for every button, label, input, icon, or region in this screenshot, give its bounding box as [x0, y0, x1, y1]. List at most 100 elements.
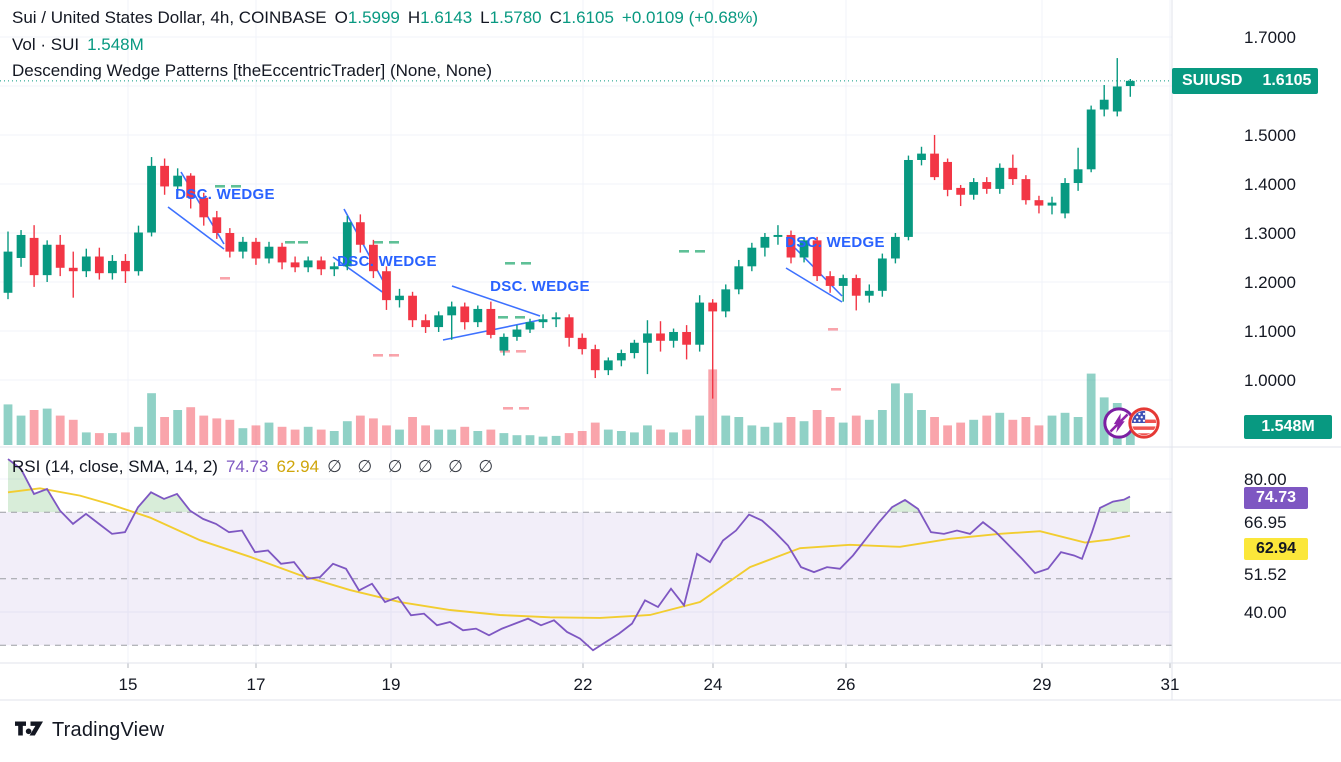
tradingview-logo[interactable]: TradingView [14, 718, 164, 742]
wedge-pattern-label[interactable]: DSC. WEDGE [337, 253, 437, 270]
candle-body [29, 237, 39, 276]
candle-body [369, 244, 378, 272]
wedge-trendline[interactable] [451, 285, 541, 317]
candle-body [734, 266, 744, 290]
high-value: 1.6143 [420, 8, 473, 27]
volume-bar [525, 435, 535, 445]
volume-bar [956, 422, 966, 445]
candle-body [1086, 109, 1096, 170]
wedge-trendline[interactable] [332, 256, 389, 297]
candle-body [3, 251, 13, 293]
volume-bar [434, 429, 444, 445]
candle-body [290, 262, 300, 268]
volume-bar [212, 418, 222, 445]
price-axis-label[interactable]: 1.2000 [1244, 273, 1296, 292]
candle-body [1112, 86, 1122, 112]
volume-bar [486, 429, 496, 445]
volume-bar [369, 418, 378, 445]
candle-body [238, 241, 248, 252]
time-axis-label[interactable]: 31 [1160, 675, 1180, 694]
rsi-title: RSI (14, close, SMA, 14, 2) [12, 457, 218, 476]
candle-body [786, 234, 796, 258]
low-value: 1.5780 [489, 8, 542, 27]
wedge-pattern-label[interactable]: DSC. WEDGE [785, 234, 885, 251]
candle-body [799, 240, 809, 258]
candle-body [630, 342, 639, 354]
time-axis-label[interactable]: 26 [836, 675, 856, 694]
candle-body [225, 233, 235, 252]
candle-body [812, 240, 822, 277]
event-icons[interactable] [1103, 407, 1160, 439]
wedge-trendline[interactable] [167, 206, 225, 250]
price-axis-label[interactable]: 1.5000 [1244, 126, 1296, 145]
volume-bar [721, 415, 731, 445]
candle-body [864, 290, 874, 296]
candle-body [577, 337, 587, 350]
wedge-trendline[interactable] [785, 267, 843, 303]
volume-bar [225, 419, 235, 445]
volume-bar [630, 432, 639, 445]
pattern-marker-green [231, 185, 241, 188]
open-value: 1.5999 [347, 8, 400, 27]
volume-bar [186, 407, 196, 445]
us-economic-event-icon[interactable] [1128, 407, 1160, 439]
time-axis-label[interactable]: 22 [573, 675, 593, 694]
candle-body [303, 260, 313, 268]
rsi-axis-label[interactable]: 66.95 [1244, 513, 1287, 532]
rsi-axis-label[interactable]: 51.52 [1244, 565, 1287, 584]
time-axis-label[interactable]: 15 [118, 675, 138, 694]
price-axis-label[interactable]: 1.0000 [1244, 371, 1296, 390]
symbol-legend-row[interactable]: Sui / United States Dollar, 4h, COINBASE… [12, 8, 758, 28]
candle-body [564, 317, 574, 338]
rsi-axis-label[interactable]: 80.00 [1244, 470, 1287, 489]
volume-bar [160, 417, 169, 445]
candle-body [81, 256, 91, 272]
pattern-marker-green [285, 241, 295, 244]
tradingview-logo-text: TradingView [52, 718, 165, 741]
price-axis-label[interactable]: 1.3000 [1244, 224, 1296, 243]
rsi-ma-value-badge: 62.94 [1244, 538, 1308, 560]
time-axis-label[interactable]: 17 [246, 675, 266, 694]
wedge-pattern-label[interactable]: DSC. WEDGE [490, 278, 590, 295]
volume-bar [199, 415, 209, 445]
badge-symbol: SUIUSD [1182, 72, 1243, 89]
candle-body [1060, 183, 1070, 214]
volume-bar [42, 408, 52, 445]
price-axis-label[interactable]: 1.7000 [1244, 28, 1296, 47]
candle-body [551, 317, 561, 320]
rsi-value: 74.73 [225, 457, 269, 476]
candle-body [982, 182, 992, 189]
candle-body [16, 234, 26, 258]
candle-body [473, 308, 483, 323]
time-axis-label[interactable]: 29 [1032, 675, 1052, 694]
price-axis-label[interactable]: 1.4000 [1244, 175, 1296, 194]
candle-body [1125, 80, 1135, 87]
wedge-pattern-label[interactable]: DSC. WEDGE [175, 186, 275, 203]
candle-body [904, 159, 913, 237]
volume-bar [355, 415, 365, 445]
wedge-indicator-legend-row[interactable]: Descending Wedge Patterns [theEccentricT… [12, 61, 492, 81]
candle-body [590, 349, 600, 371]
volume-legend-row[interactable]: Vol · SUI 1.548M [12, 35, 144, 55]
pattern-marker-red [373, 354, 383, 357]
rsi-legend-row[interactable]: RSI (14, close, SMA, 14, 2) 74.73 62.94 ∅ ∅… [12, 457, 495, 477]
time-axis-label[interactable]: 24 [703, 675, 723, 694]
candle-body [134, 232, 143, 272]
open-label: O [334, 8, 348, 27]
candle-body [342, 222, 352, 267]
volume-bar [590, 422, 600, 445]
close-label: C [549, 8, 562, 27]
candle-body [316, 260, 326, 270]
badge-price: 1.6105 [1262, 72, 1312, 89]
volume-bar [251, 425, 261, 445]
volume-bar [708, 369, 718, 445]
volume-bar [1008, 419, 1018, 445]
price-axis-label[interactable]: 1.1000 [1244, 322, 1296, 341]
time-axis-label[interactable]: 19 [381, 675, 401, 694]
volume-bar [408, 417, 417, 445]
volume-bar [943, 425, 952, 445]
rsi-axis-label[interactable]: 40.00 [1244, 603, 1287, 622]
candle-body [956, 187, 966, 195]
